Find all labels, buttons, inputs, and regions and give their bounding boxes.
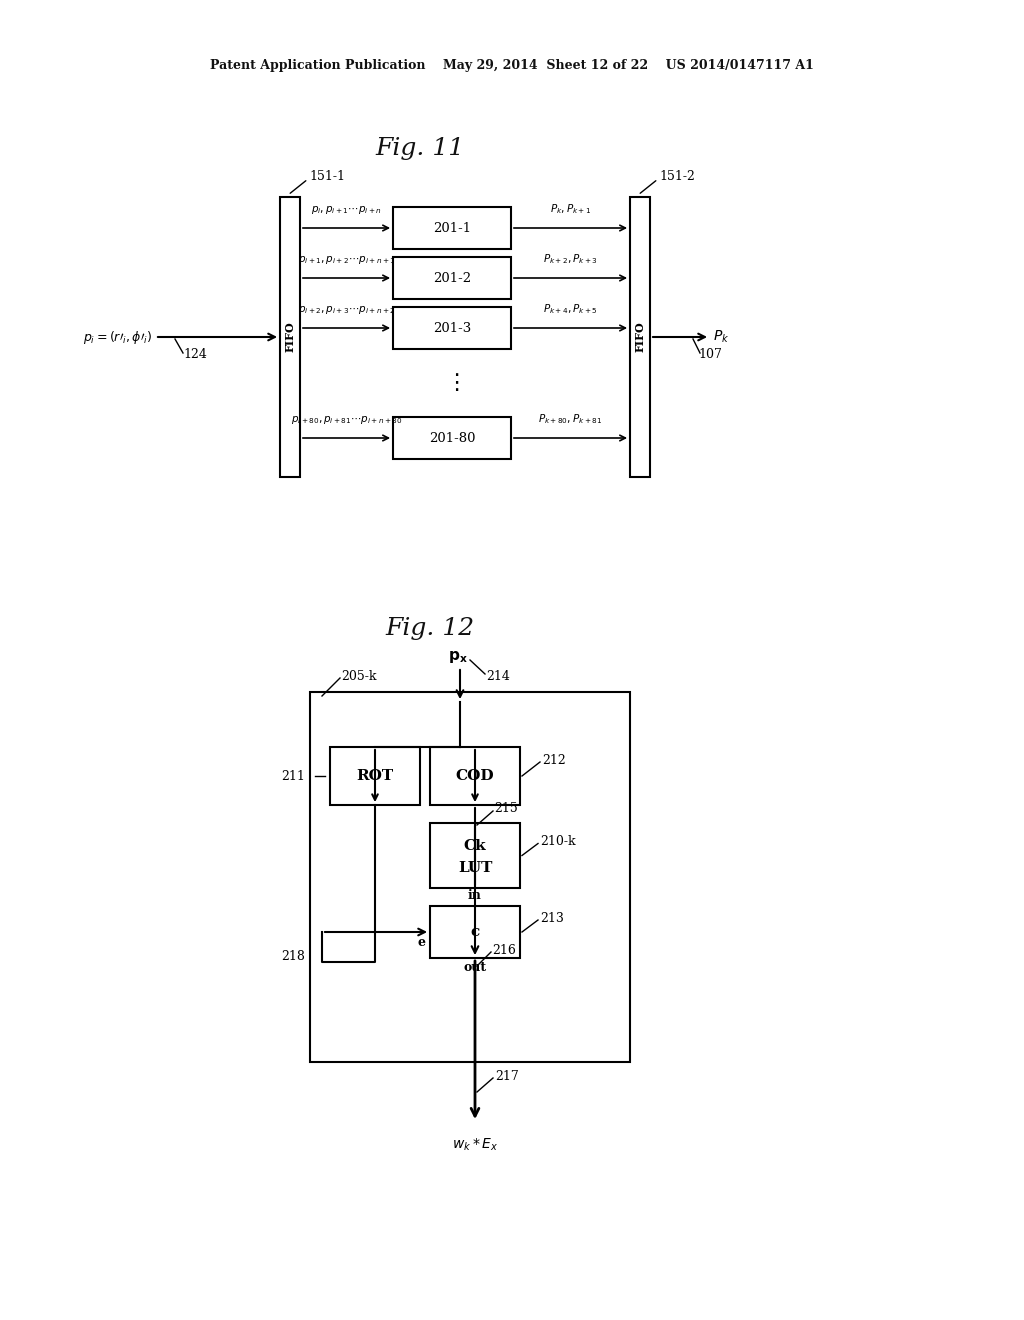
Text: 211: 211 <box>282 770 305 783</box>
Text: 201-80: 201-80 <box>429 432 475 445</box>
Bar <box>393 257 511 300</box>
Bar <box>310 692 630 1063</box>
Text: Fig. 12: Fig. 12 <box>385 616 474 639</box>
Text: 201-1: 201-1 <box>433 222 471 235</box>
Text: 213: 213 <box>540 912 564 924</box>
Text: 201-2: 201-2 <box>433 272 471 285</box>
Text: 107: 107 <box>698 348 722 362</box>
Text: 214: 214 <box>486 669 510 682</box>
Bar <box>393 308 511 348</box>
Text: Ck: Ck <box>464 838 486 853</box>
Text: 151-1: 151-1 <box>309 170 345 183</box>
Bar <box>630 197 650 477</box>
Bar <box>393 207 511 249</box>
Text: 124: 124 <box>183 348 207 362</box>
Bar <box>393 417 511 459</box>
Text: 215: 215 <box>494 803 518 816</box>
Text: $\vdots$: $\vdots$ <box>444 372 459 393</box>
Text: 151-2: 151-2 <box>659 170 695 183</box>
Text: 201-3: 201-3 <box>433 322 471 334</box>
Text: COD: COD <box>456 770 495 783</box>
Text: Patent Application Publication    May 29, 2014  Sheet 12 of 22    US 2014/014711: Patent Application Publication May 29, 2… <box>210 58 814 71</box>
Text: 210-k: 210-k <box>540 836 575 847</box>
Text: ROT: ROT <box>356 770 393 783</box>
Text: $p_{i+1},p_{i+2}\cdots p_{i+n+1}$: $p_{i+1},p_{i+2}\cdots p_{i+n+1}$ <box>298 253 395 267</box>
Text: $P_k,P_{k+1}$: $P_k,P_{k+1}$ <box>550 202 591 216</box>
Text: $P_{k+2},P_{k+3}$: $P_{k+2},P_{k+3}$ <box>543 252 598 267</box>
Text: c: c <box>470 925 479 939</box>
Text: $p_i,p_{i+1}\cdots p_{i+n}$: $p_i,p_{i+1}\cdots p_{i+n}$ <box>311 205 382 216</box>
Text: $P_{k+80},P_{k+81}$: $P_{k+80},P_{k+81}$ <box>539 412 602 426</box>
Text: out: out <box>464 961 486 974</box>
Text: $p_i=(r\prime_i, \phi\prime_i)$: $p_i=(r\prime_i, \phi\prime_i)$ <box>83 329 152 346</box>
Text: $\mathbf{p_x}$: $\mathbf{p_x}$ <box>449 649 468 665</box>
Bar <box>280 197 300 477</box>
Text: $w_k*E_x$: $w_k*E_x$ <box>452 1137 498 1154</box>
Text: FIFO: FIFO <box>635 322 645 352</box>
Text: in: in <box>468 888 482 902</box>
Bar <box>430 906 520 958</box>
Text: 217: 217 <box>495 1069 519 1082</box>
Text: 216: 216 <box>492 944 516 957</box>
Bar <box>330 747 420 805</box>
Text: $P_{k+4},P_{k+5}$: $P_{k+4},P_{k+5}$ <box>543 302 598 315</box>
Text: 212: 212 <box>542 755 565 767</box>
Text: $P_k$: $P_k$ <box>713 329 729 346</box>
Text: Fig. 11: Fig. 11 <box>376 136 465 160</box>
Text: FIFO: FIFO <box>285 322 296 352</box>
Text: LUT: LUT <box>458 861 493 874</box>
Text: 205-k: 205-k <box>341 669 377 682</box>
Text: 218: 218 <box>282 950 305 964</box>
Bar <box>430 747 520 805</box>
Text: e: e <box>418 936 426 949</box>
Bar <box>430 822 520 888</box>
Text: $p_{i+2},p_{i+3}\cdots p_{i+n+2}$: $p_{i+2},p_{i+3}\cdots p_{i+n+2}$ <box>298 304 395 315</box>
Text: $p_{i+80},p_{i+81}\cdots p_{i+n+80}$: $p_{i+80},p_{i+81}\cdots p_{i+n+80}$ <box>291 414 402 426</box>
